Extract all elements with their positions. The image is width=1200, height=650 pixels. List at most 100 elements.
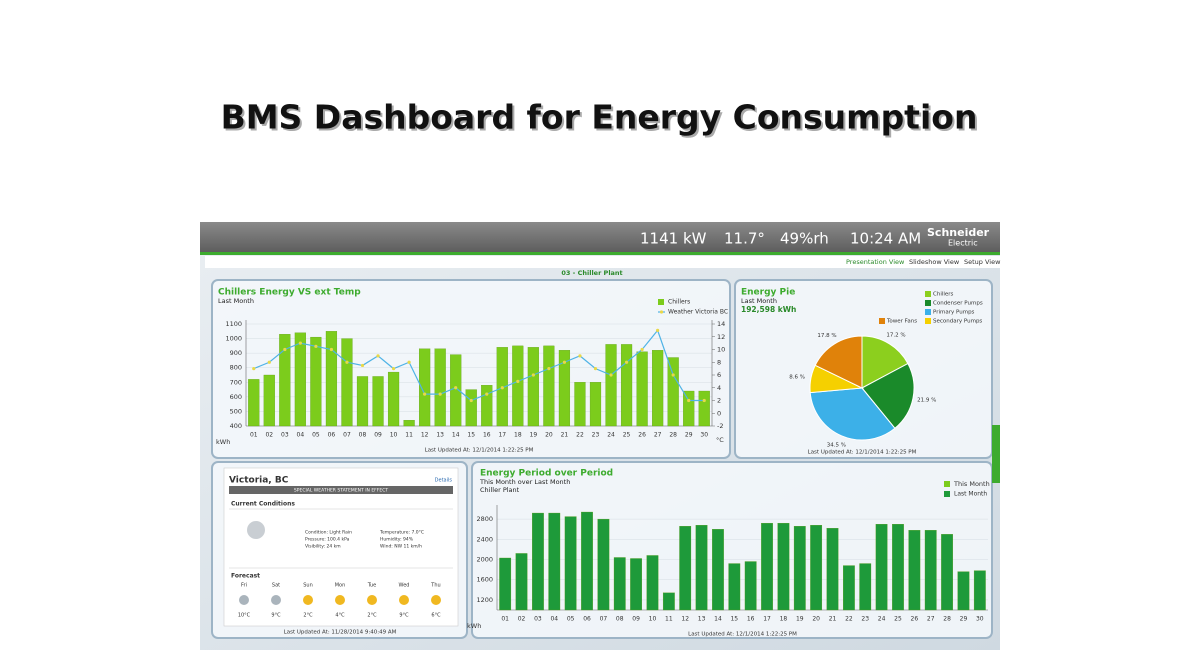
y2-tick-label: -2: [717, 422, 723, 430]
bar: [403, 420, 415, 427]
legend-label: Primary Pumps: [933, 310, 975, 316]
bar: [543, 345, 555, 427]
forecast-icon: [239, 595, 249, 605]
line-point: [500, 386, 504, 390]
bar: [744, 561, 757, 611]
page-heading: 03 - Chiller Plant: [561, 269, 622, 277]
weather-condition: Condition: Light Rain: [305, 530, 352, 536]
bar: [652, 350, 664, 427]
bar: [810, 525, 823, 611]
x-tick-label: 29: [960, 616, 968, 623]
power: 1141 kW: [640, 230, 707, 248]
forecast-high: 9°C: [271, 613, 281, 619]
bar: [667, 357, 679, 427]
x-tick-label: 07: [600, 616, 608, 623]
bar: [294, 332, 306, 427]
x-tick-label: 05: [312, 432, 320, 439]
forecast-icon: [335, 595, 345, 605]
bar: [683, 390, 695, 427]
pie-label: 8.6 %: [789, 374, 805, 380]
bar: [581, 511, 593, 611]
pie-slice: [814, 335, 863, 389]
legend-label: Condenser Pumps: [933, 301, 983, 307]
bar: [695, 525, 708, 611]
bar: [574, 382, 586, 427]
forecast-icon: [271, 595, 281, 605]
y-tick-label: 1600: [476, 576, 493, 584]
x-tick-label: 26: [911, 616, 919, 623]
bar: [793, 526, 806, 611]
forecast-icon: [399, 595, 409, 605]
tab[interactable]: Presentation View: [846, 258, 905, 266]
weather-condition: Temperature: 7.0°C: [379, 530, 424, 536]
tab[interactable]: Setup View: [964, 258, 1001, 266]
weather-details-link[interactable]: Details: [435, 478, 453, 484]
x-tick-label: 30: [976, 616, 984, 623]
x-tick-label: 28: [943, 616, 951, 623]
bar: [679, 526, 692, 611]
legend-label: This Month: [953, 480, 990, 488]
x-tick-label: 19: [530, 432, 538, 439]
temperature: 11.7°: [724, 230, 765, 248]
line: [253, 329, 705, 402]
tab[interactable]: Slideshow View: [909, 258, 960, 266]
weather-alert-bar: [229, 486, 453, 494]
bar: [613, 557, 626, 611]
x-tick-label: 22: [845, 616, 853, 623]
bar: [826, 528, 839, 611]
legend-label: Chillers: [668, 299, 690, 306]
weather-icon: [247, 521, 265, 539]
x-tick-label: 16: [483, 432, 491, 439]
bar: [843, 565, 855, 611]
bar: [341, 338, 353, 427]
x-tick-label: 20: [812, 616, 820, 623]
chart-subtitle: This Month over Last Month: [479, 478, 570, 486]
x-tick-label: 18: [780, 616, 788, 623]
x-tick-label: 04: [550, 616, 558, 623]
x-tick-label: 30: [700, 432, 708, 439]
x-tick-label: 05: [567, 616, 575, 623]
bar: [698, 390, 710, 427]
line-point: [345, 360, 349, 364]
y2-tick-label: 2: [717, 397, 721, 405]
bar: [908, 530, 921, 611]
y-tick-label: 2800: [476, 515, 493, 523]
side-handle[interactable]: [992, 425, 1000, 483]
bar: [419, 348, 431, 427]
forecast-high: 2°C: [303, 613, 313, 619]
x-tick-label: 21: [829, 616, 837, 623]
legend-swatch: [944, 481, 950, 487]
x-tick-label: 02: [518, 616, 526, 623]
bar: [712, 529, 724, 611]
forecast-icon: [431, 595, 441, 605]
bar: [777, 522, 790, 611]
pie-slice: [861, 335, 909, 389]
line-point: [531, 373, 535, 377]
forecast-icon: [367, 595, 377, 605]
x-tick-label: 01: [250, 432, 258, 439]
humidity: 49%rh: [780, 230, 829, 248]
x-tick-label: 22: [576, 432, 584, 439]
bar: [597, 518, 610, 611]
bar: [263, 374, 275, 427]
y2-tick-label: 0: [717, 409, 721, 417]
forecast-icon: [303, 595, 313, 605]
line-point: [656, 328, 660, 332]
pie-label: 34.5 %: [827, 443, 846, 449]
x-tick-label: 10: [649, 616, 657, 623]
chart-subtitle: Last Month: [218, 297, 254, 305]
x-tick-label: 15: [467, 432, 475, 439]
bar: [279, 334, 291, 427]
weather-section: Forecast: [231, 573, 260, 580]
bar: [434, 348, 446, 427]
x-tick-label: 01: [501, 616, 509, 623]
line-point: [438, 392, 442, 396]
x-tick-label: 03: [534, 616, 542, 623]
x-tick-label: 13: [698, 616, 706, 623]
y2-tick-label: 10: [717, 346, 725, 354]
bar: [515, 553, 528, 611]
bar: [636, 351, 648, 427]
x-tick-label: 08: [616, 616, 624, 623]
y2-tick-label: 6: [717, 371, 721, 379]
x-tick-label: 02: [265, 432, 273, 439]
